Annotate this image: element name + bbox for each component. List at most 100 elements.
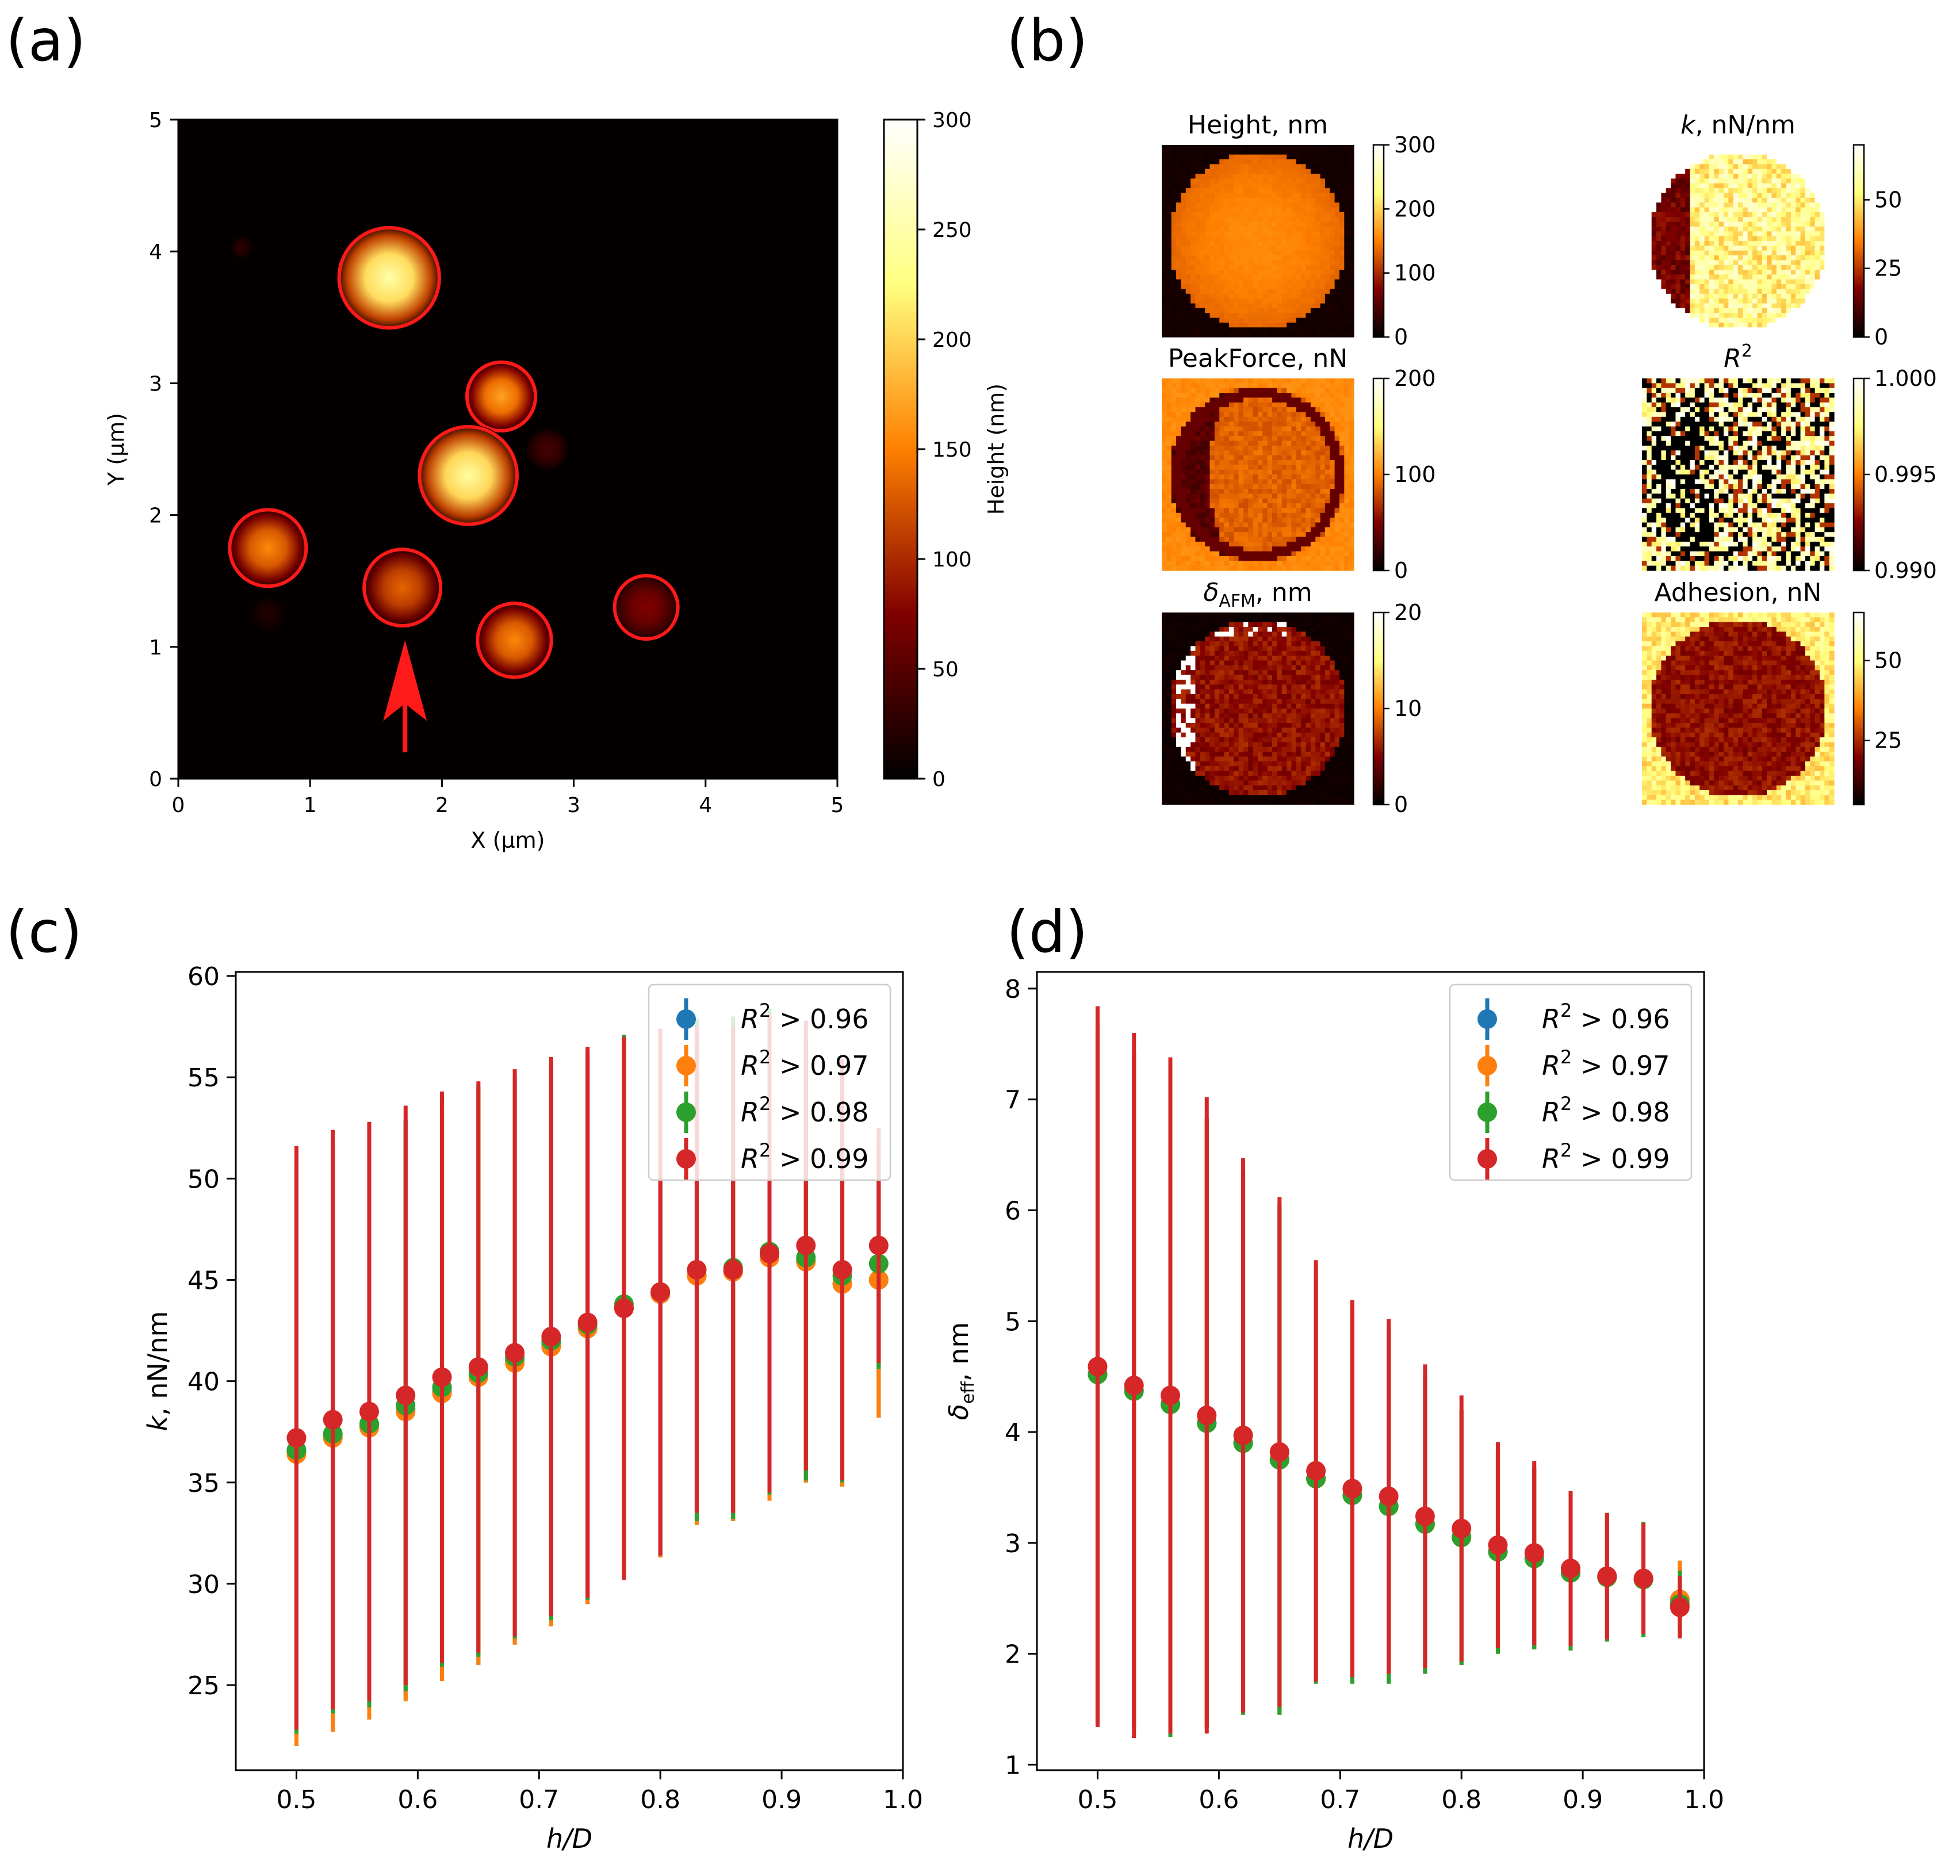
map-pixel xyxy=(1205,332,1211,338)
map-pixel xyxy=(1334,799,1340,805)
map-pixel xyxy=(1344,484,1350,489)
map-pixel xyxy=(1291,441,1297,446)
map-pixel xyxy=(1267,393,1273,398)
map-pixel xyxy=(1277,684,1283,690)
map-colorbar-tick-label: 0 xyxy=(1394,558,1408,583)
map-pixel xyxy=(1234,761,1239,767)
map-pixel xyxy=(1253,612,1258,618)
map-pixel xyxy=(1301,670,1307,676)
map-pixel xyxy=(1162,675,1167,680)
map-pixel xyxy=(1267,150,1273,155)
map-pixel xyxy=(1287,431,1292,437)
map-pixel xyxy=(1181,617,1186,623)
map-pixel xyxy=(1166,293,1172,299)
map-colorbar-tick-label: 0 xyxy=(1394,792,1408,817)
map-pixel xyxy=(1185,388,1191,393)
map-pixel xyxy=(1166,627,1172,632)
map-pixel xyxy=(1162,164,1167,170)
map-pixel xyxy=(1272,508,1277,514)
map-pixel xyxy=(1209,445,1215,451)
map-pixel xyxy=(1349,537,1354,542)
map-pixel xyxy=(1195,241,1201,246)
map-pixel xyxy=(1306,489,1311,494)
map-pixel xyxy=(1234,246,1239,251)
map-pixel xyxy=(1287,551,1292,557)
map-pixel xyxy=(1334,293,1340,299)
map-pixel xyxy=(1277,498,1283,504)
map-pixel xyxy=(1176,612,1181,618)
map-pixel xyxy=(1296,231,1301,237)
map-pixel xyxy=(1301,178,1307,184)
map-pixel xyxy=(1296,193,1301,198)
map-pixel xyxy=(1267,775,1273,781)
map-pixel xyxy=(1320,412,1326,418)
map-pixel xyxy=(1176,508,1181,514)
map-pixel xyxy=(1190,221,1196,227)
colorbar-tick-label: 300 xyxy=(932,109,972,132)
map-pixel xyxy=(1306,703,1311,709)
map-pixel xyxy=(1181,723,1186,728)
map-pixel xyxy=(1205,445,1211,451)
map-pixel xyxy=(1258,317,1263,323)
map-pixel xyxy=(1243,556,1249,561)
map-pixel xyxy=(1262,279,1268,285)
map-pixel xyxy=(1258,197,1263,203)
map-pixel xyxy=(1296,145,1301,150)
map-pixel xyxy=(1334,723,1340,728)
map-pixel xyxy=(1200,378,1205,384)
map-pixel xyxy=(1234,723,1239,728)
map-pixel xyxy=(1171,441,1177,446)
map-pixel xyxy=(1195,159,1201,164)
map-pixel xyxy=(1281,493,1287,499)
map-pixel xyxy=(1267,660,1273,666)
map-pixel xyxy=(1228,713,1234,719)
map-pixel xyxy=(1349,670,1354,676)
map-pixel xyxy=(1176,503,1181,509)
map-pixel xyxy=(1234,407,1239,413)
map-pixel xyxy=(1253,445,1258,451)
map-pixel xyxy=(1248,255,1254,261)
map-pixel xyxy=(1219,188,1225,194)
map-pixel xyxy=(1185,322,1191,328)
map-pixel xyxy=(1228,479,1234,485)
map-pixel xyxy=(1272,489,1277,494)
map-pixel xyxy=(1234,293,1239,299)
map-pixel xyxy=(1238,236,1244,242)
map-pixel xyxy=(1310,159,1316,164)
map-pixel xyxy=(1671,145,1676,150)
map-pixel xyxy=(1281,561,1287,566)
map-pixel xyxy=(1248,397,1254,403)
map-pixel xyxy=(1334,756,1340,762)
map-pixel xyxy=(1195,193,1201,198)
map-pixel xyxy=(1205,469,1211,475)
map-pixel xyxy=(1287,270,1292,275)
map-pixel xyxy=(1181,231,1186,237)
map-pixel xyxy=(1277,270,1283,275)
map-pixel xyxy=(1214,431,1220,437)
map-pixel xyxy=(1219,174,1225,179)
map-pixel xyxy=(1306,771,1311,776)
map-pixel xyxy=(1253,679,1258,685)
map-pixel xyxy=(1258,484,1263,489)
map-pixel xyxy=(1253,790,1258,795)
map-pixel xyxy=(1200,489,1205,494)
map-pixel xyxy=(1171,742,1177,748)
map-pixel xyxy=(1301,622,1307,627)
map-pixel xyxy=(1287,407,1292,413)
map-pixel xyxy=(1253,465,1258,470)
map-pixel xyxy=(1287,212,1292,217)
map-pixel xyxy=(1209,231,1215,237)
map-pixel xyxy=(1334,397,1340,403)
map-pixel xyxy=(1238,193,1244,198)
map-pixel xyxy=(1166,775,1172,781)
map-pixel xyxy=(1171,527,1177,533)
map-pixel xyxy=(1306,293,1311,299)
map-pixel xyxy=(1349,493,1354,499)
map-pixel xyxy=(1190,541,1196,547)
map-pixel xyxy=(1214,790,1220,795)
map-pixel xyxy=(1166,631,1172,637)
map-pixel xyxy=(1320,665,1326,671)
map-pixel xyxy=(1694,145,1700,150)
map-pixel xyxy=(1344,556,1350,561)
map-pixel xyxy=(1166,670,1172,676)
